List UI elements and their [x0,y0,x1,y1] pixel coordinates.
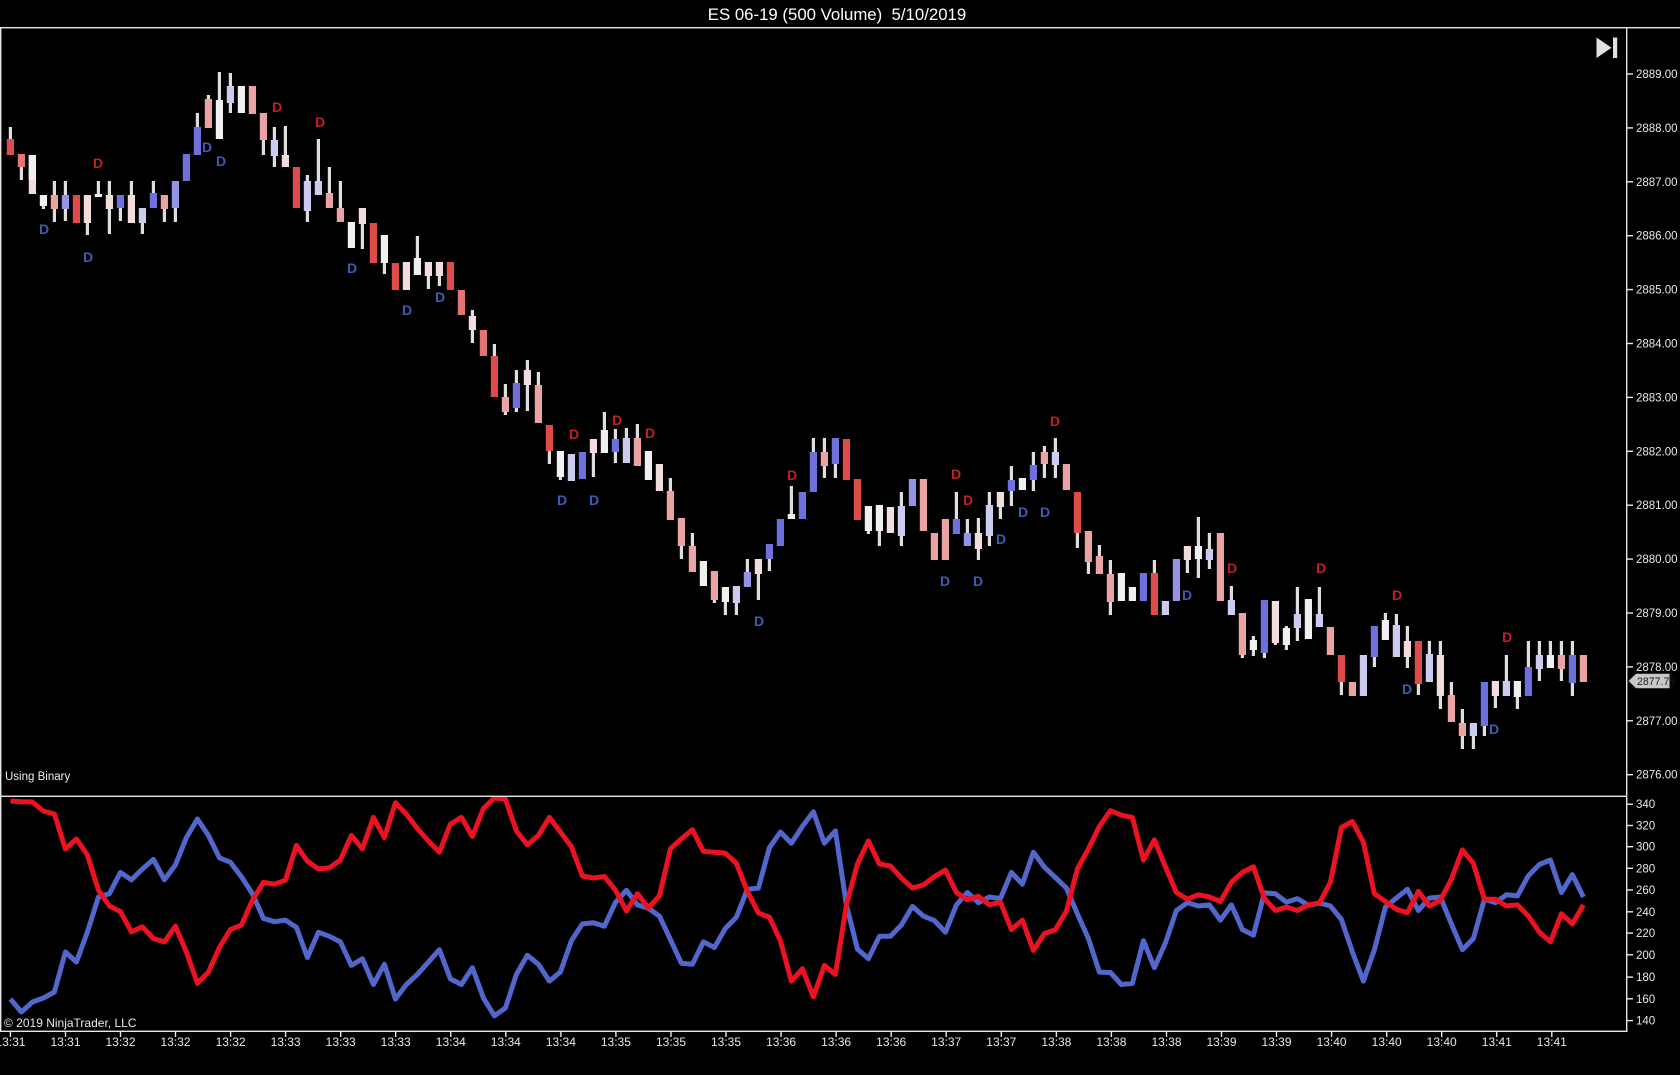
svg-text:2877.00: 2877.00 [1636,716,1678,728]
svg-text:13:35: 13:35 [711,1035,741,1049]
svg-text:2887.00: 2887.00 [1636,177,1678,189]
svg-text:320: 320 [1636,821,1655,833]
svg-text:D: D [1402,681,1412,697]
svg-text:D: D [557,492,567,508]
svg-text:13:40: 13:40 [1317,1035,1347,1049]
svg-text:D: D [787,467,797,483]
svg-text:D: D [1018,504,1028,520]
svg-text:Using Binary: Using Binary [5,771,70,783]
svg-text:200: 200 [1636,950,1655,962]
svg-text:140: 140 [1636,1016,1655,1028]
svg-text:D: D [315,114,325,130]
svg-text:13:39: 13:39 [1206,1035,1236,1049]
svg-text:13:37: 13:37 [986,1035,1016,1049]
svg-text:13:36: 13:36 [821,1035,851,1049]
svg-text:260: 260 [1636,885,1655,897]
svg-text:13:40: 13:40 [1427,1035,1457,1049]
svg-text:300: 300 [1636,842,1655,854]
svg-text:2889.00: 2889.00 [1636,69,1678,81]
svg-text:13:41: 13:41 [1482,1035,1512,1049]
svg-text:D: D [202,139,212,155]
svg-text:D: D [645,425,655,441]
svg-text:D: D [754,613,764,629]
svg-text:D: D [1392,587,1402,603]
svg-text:D: D [1227,560,1237,576]
svg-text:D: D [435,289,445,305]
svg-text:13:36: 13:36 [876,1035,906,1049]
svg-text:280: 280 [1636,863,1655,875]
svg-text:13:33: 13:33 [381,1035,411,1049]
svg-text:© 2019 NinjaTrader, LLC: © 2019 NinjaTrader, LLC [4,1016,137,1030]
svg-text:13:33: 13:33 [326,1035,356,1049]
svg-text:D: D [940,573,950,589]
svg-text:D: D [347,260,357,276]
svg-text:D: D [402,302,412,318]
svg-text:D: D [612,412,622,428]
svg-text:13:31: 13:31 [50,1035,80,1049]
svg-text:240: 240 [1636,907,1655,919]
svg-text:2876.00: 2876.00 [1636,770,1678,782]
svg-text:D: D [83,249,93,265]
svg-text:D: D [1502,629,1512,645]
svg-text:D: D [951,466,961,482]
svg-text:13:31: 13:31 [0,1035,26,1049]
svg-text:220: 220 [1636,928,1655,940]
svg-text:13:41: 13:41 [1537,1035,1567,1049]
svg-text:2877.75: 2877.75 [1637,676,1675,688]
svg-text:340: 340 [1636,799,1655,811]
svg-text:13:39: 13:39 [1261,1035,1291,1049]
svg-text:13:34: 13:34 [546,1035,576,1049]
svg-text:D: D [272,99,282,115]
svg-text:13:32: 13:32 [105,1035,135,1049]
svg-text:2888.00: 2888.00 [1636,123,1678,135]
svg-text:13:38: 13:38 [1151,1035,1181,1049]
svg-text:2885.00: 2885.00 [1636,285,1678,297]
svg-text:13:36: 13:36 [766,1035,796,1049]
svg-text:ES 06-19 (500 Volume) 5/10/20: ES 06-19 (500 Volume) 5/10/2019 [708,5,966,24]
svg-text:13:32: 13:32 [216,1035,246,1049]
svg-text:D: D [963,492,973,508]
svg-text:13:32: 13:32 [160,1035,190,1049]
svg-text:2878.00: 2878.00 [1636,662,1678,674]
svg-text:D: D [93,155,103,171]
svg-text:2883.00: 2883.00 [1636,392,1678,404]
svg-text:D: D [1316,560,1326,576]
svg-text:D: D [589,492,599,508]
svg-text:2882.00: 2882.00 [1636,446,1678,458]
svg-text:D: D [1040,504,1050,520]
svg-text:D: D [1489,721,1499,737]
svg-text:D: D [39,221,49,237]
svg-text:2884.00: 2884.00 [1636,339,1678,351]
svg-text:2880.00: 2880.00 [1636,554,1678,566]
svg-text:13:34: 13:34 [436,1035,466,1049]
svg-text:D: D [1182,587,1192,603]
svg-text:13:37: 13:37 [931,1035,961,1049]
svg-text:2886.00: 2886.00 [1636,231,1678,243]
svg-text:13:38: 13:38 [1096,1035,1126,1049]
svg-text:D: D [569,426,579,442]
svg-text:13:33: 13:33 [271,1035,301,1049]
svg-text:13:38: 13:38 [1041,1035,1071,1049]
svg-text:D: D [973,573,983,589]
svg-text:D: D [996,531,1006,547]
svg-text:160: 160 [1636,994,1655,1006]
svg-text:13:35: 13:35 [601,1035,631,1049]
svg-text:D: D [216,153,226,169]
svg-text:D: D [1050,413,1060,429]
svg-text:13:40: 13:40 [1372,1035,1402,1049]
svg-text:2879.00: 2879.00 [1636,608,1678,620]
svg-text:180: 180 [1636,972,1655,984]
svg-text:13:34: 13:34 [491,1035,521,1049]
svg-text:13:35: 13:35 [656,1035,686,1049]
svg-text:2881.00: 2881.00 [1636,500,1678,512]
